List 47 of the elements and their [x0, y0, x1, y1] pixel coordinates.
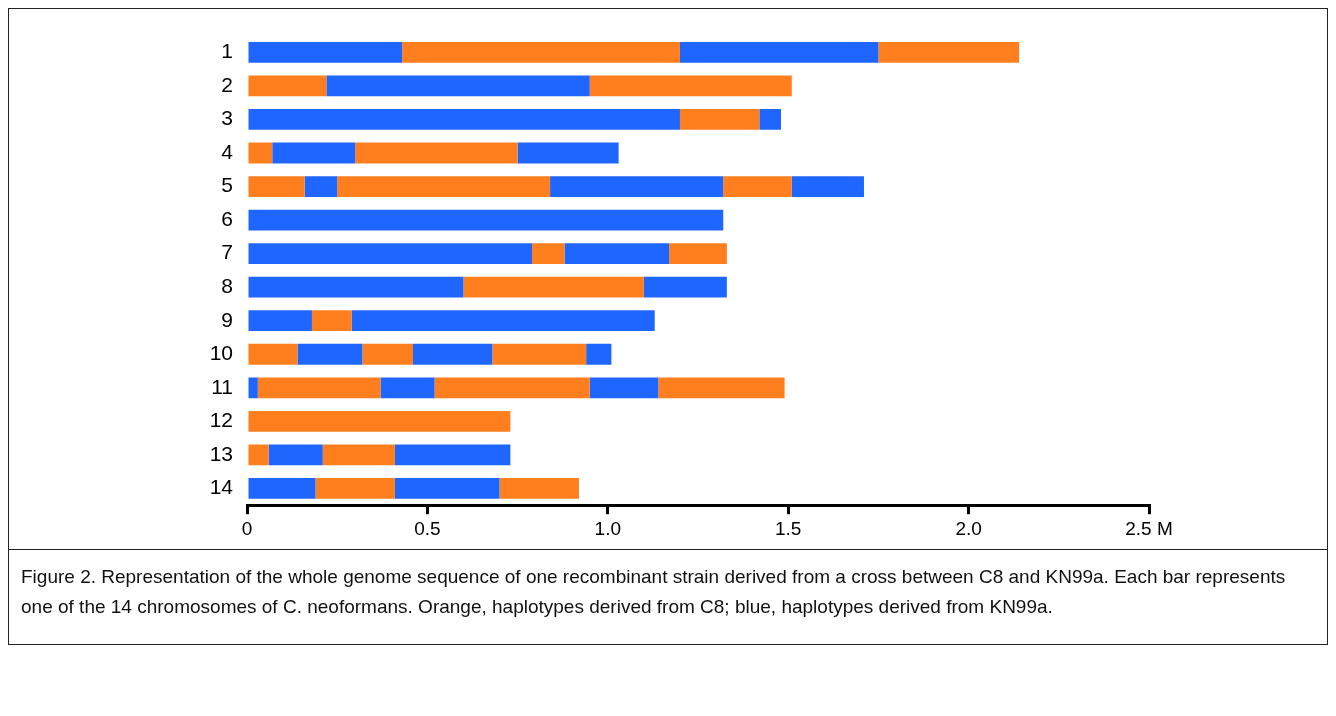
x-tick-label: 2.5 M — [1125, 517, 1173, 539]
bar — [759, 109, 781, 130]
y-tick-label: 10 — [209, 341, 233, 365]
y-tick-label: 1 — [221, 39, 233, 63]
y-tick-label: 8 — [221, 273, 233, 297]
y-tick-label: 6 — [221, 206, 233, 230]
y-tick-label: 13 — [209, 441, 233, 465]
bar — [402, 41, 680, 63]
bar — [248, 478, 316, 499]
bar — [248, 310, 312, 332]
bar — [463, 276, 644, 298]
bar — [248, 109, 680, 130]
x-tick-label: 0 — [241, 517, 253, 539]
x-tick-label: 0.5 — [414, 517, 441, 539]
bar — [248, 377, 258, 399]
x-tick-label: 1.5 — [774, 517, 802, 539]
bar — [248, 276, 464, 298]
bar — [315, 478, 395, 499]
y-tick-label: 12 — [209, 408, 233, 432]
bar — [564, 243, 670, 265]
bar — [723, 176, 792, 197]
bar — [248, 243, 533, 265]
y-tick-label: 3 — [221, 106, 233, 130]
y-tick-label: 2 — [221, 72, 233, 96]
y-tick-label: 4 — [221, 139, 234, 163]
bar — [380, 377, 435, 399]
bar — [248, 209, 724, 231]
y-tick-label: 14 — [209, 475, 234, 499]
y-tick-label: 9 — [221, 307, 233, 331]
bar — [248, 41, 403, 63]
bar — [492, 343, 587, 365]
x-tick-label: 2.0 — [955, 517, 982, 539]
y-tick-label: 7 — [221, 240, 233, 264]
bar — [791, 176, 864, 197]
x-tick-label: 1.0 — [594, 517, 622, 539]
bar — [679, 109, 760, 130]
bar — [679, 41, 879, 63]
bar — [257, 377, 381, 399]
caption: Figure 2. Representation of the whole genome sequence of one recombinant strain derived from a cross between C8 and KN99a. Each bar represents one of the 14 chromosomes of C. neoformans. Orange, haplotypes derived from C8; blue, haplotypes derived from KN99a. — [21, 565, 1287, 619]
bar — [394, 478, 500, 499]
bar — [311, 310, 352, 332]
y-tick-label: 11 — [211, 374, 233, 398]
y-tick-label: 5 — [221, 173, 233, 197]
bar — [351, 310, 655, 332]
bar — [532, 243, 565, 265]
bar — [643, 276, 727, 298]
bar — [586, 343, 612, 365]
